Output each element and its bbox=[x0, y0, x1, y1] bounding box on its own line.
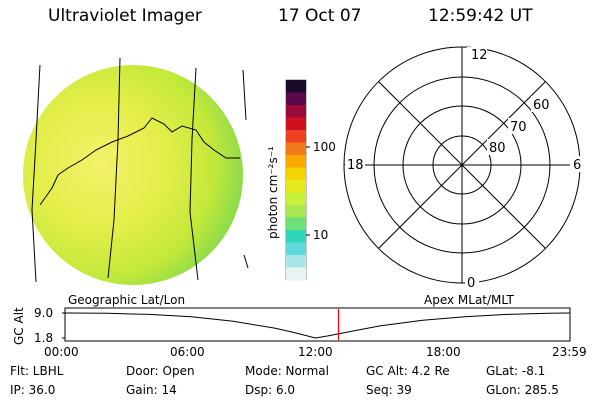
colorbar-tick-100: 100 bbox=[313, 140, 336, 154]
time-label: 12:59:42 UT bbox=[428, 6, 533, 26]
meridian-line bbox=[189, 67, 199, 281]
x-tick-label: 18:00 bbox=[426, 345, 461, 359]
colorbar-cell bbox=[286, 167, 306, 181]
meridian-line bbox=[31, 64, 41, 283]
mlt-label-0: 0 bbox=[467, 276, 475, 291]
mlt-label-6: 6 bbox=[573, 158, 581, 173]
colorbar-cell bbox=[286, 205, 306, 219]
dsp-readout: Dsp: 6.0 bbox=[245, 383, 296, 397]
colorbar-cell bbox=[286, 155, 306, 169]
colorbar-cell bbox=[286, 105, 306, 119]
colorbar-unit-label: photon cm⁻²s⁻¹ bbox=[266, 146, 280, 239]
colorbar-cell bbox=[286, 242, 306, 256]
colorbar-cell bbox=[286, 255, 306, 269]
x-tick-label: 06:00 bbox=[170, 345, 205, 359]
gc-alt-readout: GC Alt: 4.2 Re bbox=[366, 364, 450, 378]
orbit-timeline bbox=[62, 307, 571, 342]
glat-readout: GLat: -8.1 bbox=[486, 364, 546, 378]
colorbar-cell bbox=[286, 267, 306, 281]
x-tick-label: 23:59 bbox=[552, 345, 587, 359]
apex-label: Apex MLat/MLT bbox=[424, 293, 514, 307]
colorbar-cell bbox=[286, 130, 306, 144]
colorbar-cell bbox=[286, 192, 306, 206]
mlt-label-18: 18 bbox=[347, 158, 364, 173]
lat-label-60: 60 bbox=[533, 98, 550, 113]
timeline-frame bbox=[64, 307, 571, 342]
ip-readout: IP: 36.0 bbox=[10, 383, 56, 397]
colorbar-tick-10: 10 bbox=[313, 228, 329, 242]
y-tick-label: 9.0 bbox=[34, 306, 54, 320]
colorbar-cell bbox=[286, 142, 306, 156]
x-tick-label: 12:00 bbox=[298, 345, 333, 359]
gc-alt-axis-label: GC Alt bbox=[12, 307, 26, 345]
door-readout: Door: Open bbox=[126, 364, 195, 378]
glon-readout: GLon: 285.5 bbox=[486, 383, 559, 397]
mode-readout: Mode: Normal bbox=[245, 364, 329, 378]
instrument-title: Ultraviolet Imager bbox=[48, 6, 202, 26]
altitude-curve bbox=[64, 312, 570, 339]
gain-readout: Gain: 14 bbox=[126, 383, 177, 397]
colorbar-cell bbox=[286, 217, 306, 231]
filter-readout: Flt: LBHL bbox=[10, 364, 64, 378]
meridian-line bbox=[243, 254, 249, 269]
lat-label-70: 70 bbox=[510, 120, 527, 135]
earth-disk bbox=[23, 65, 243, 285]
colorbar-cell bbox=[286, 180, 306, 194]
date-label: 17 Oct 07 bbox=[278, 6, 362, 26]
polar-axis bbox=[378, 81, 546, 249]
colorbar-cell bbox=[286, 230, 306, 244]
color-scale-bar bbox=[285, 79, 310, 281]
lat-label-80: 80 bbox=[489, 141, 506, 156]
meridian-line bbox=[107, 57, 121, 279]
x-tick-label: 00:00 bbox=[44, 345, 79, 359]
coastline bbox=[39, 117, 240, 206]
meridian-line bbox=[242, 69, 247, 121]
colorbar-cell bbox=[286, 80, 306, 94]
geographic-label: Geographic Lat/Lon bbox=[68, 293, 186, 307]
mlt-label-12: 12 bbox=[471, 48, 488, 63]
y-tick-label: 1.8 bbox=[34, 331, 54, 345]
colorbar-cell bbox=[286, 92, 306, 106]
polar-plot: 12 18 6 0 60 70 80 bbox=[343, 46, 584, 291]
seq-readout: Seq: 39 bbox=[366, 383, 412, 397]
colorbar-cell bbox=[286, 117, 306, 131]
earth-image bbox=[23, 57, 249, 285]
